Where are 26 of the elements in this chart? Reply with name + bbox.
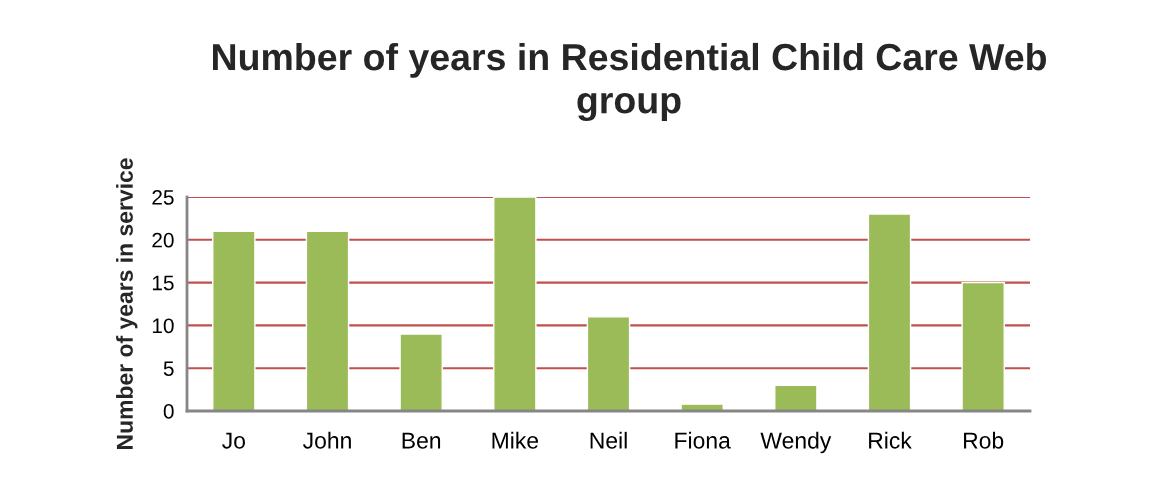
bar xyxy=(586,316,631,411)
bar xyxy=(867,213,912,411)
bar xyxy=(399,333,443,411)
y-tick-label: 20 xyxy=(152,232,174,248)
bar xyxy=(961,281,1005,411)
x-tick-label: Wendy xyxy=(760,431,832,454)
y-axis-title: Number of years in service xyxy=(116,158,138,449)
x-tick-label: Jo xyxy=(222,432,245,449)
x-tick-label: Neil xyxy=(590,431,627,449)
bar xyxy=(493,197,537,411)
bar xyxy=(774,384,818,411)
y-tick-label: 10 xyxy=(152,318,174,334)
y-tick-label: 5 xyxy=(163,361,174,376)
x-tick-label: Fiona xyxy=(675,431,731,449)
x-tick-label: Rick xyxy=(869,431,912,449)
bar xyxy=(212,230,256,411)
bar xyxy=(680,403,724,411)
x-tick-label: John xyxy=(303,431,351,449)
x-tick-label: Rob xyxy=(964,431,1004,449)
x-tick-label: Ben xyxy=(402,432,441,449)
bar xyxy=(305,230,350,411)
chart-title: Number of years in Residential Child Care Web group xyxy=(213,42,1046,122)
x-tick-label: Mike xyxy=(492,431,539,449)
y-tick-label: 0 xyxy=(163,404,174,419)
y-tick-label: 15 xyxy=(152,275,174,291)
y-tick-label: 25 xyxy=(152,190,174,205)
